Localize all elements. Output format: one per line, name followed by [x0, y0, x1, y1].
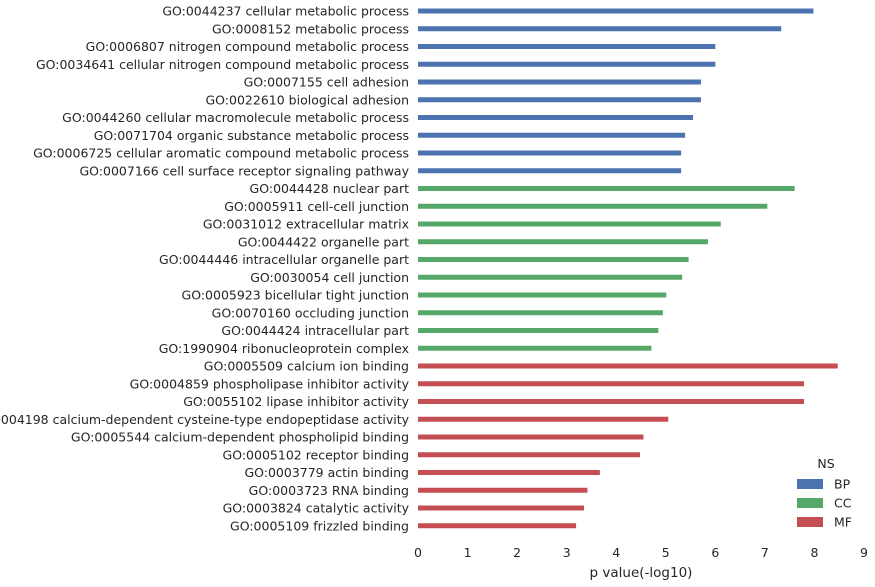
- category-label: GO:0007166 cell surface receptor signali…: [79, 163, 409, 178]
- bar: [418, 150, 682, 156]
- category-label: GO:0005509 calcium ion binding: [204, 359, 409, 374]
- bar: [418, 115, 694, 120]
- category-labels: GO:0044237 cellular metabolic process GO:…: [0, 4, 410, 534]
- bar: [418, 416, 669, 422]
- category-label: GO:0034641 cellular nitrogen compound me…: [36, 57, 409, 72]
- bar: [418, 381, 805, 387]
- category-label: GO:0044446 intracellular organelle part: [159, 252, 409, 267]
- category-label: GO:0044428 nuclear part: [250, 181, 410, 196]
- bar: [418, 523, 577, 529]
- category-label: GO:0005102 receptor binding: [223, 447, 409, 462]
- bar: [418, 97, 701, 103]
- x-tick-label: 2: [513, 545, 521, 560]
- bar: [418, 44, 716, 49]
- bar: [418, 328, 659, 333]
- x-tick-label: 0: [414, 545, 422, 560]
- bar: [418, 221, 721, 227]
- category-label: GO:0022610 biological adhesion: [206, 92, 410, 107]
- category-label: GO:0004198 calcium-dependent cysteine-ty…: [0, 412, 410, 427]
- bar: [418, 61, 716, 67]
- category-label: GO:0004859 phospholipase inhibitor activ…: [130, 376, 410, 391]
- bar: [418, 363, 838, 369]
- x-tick-label: 9: [860, 545, 868, 560]
- category-label: GO:0070160 occluding junction: [212, 305, 409, 320]
- category-label: GO:0006725 cellular aromatic compound me…: [33, 146, 409, 161]
- category-label: GO:0003779 actin binding: [244, 465, 409, 480]
- bar: [418, 470, 600, 475]
- x-tick-label: 6: [711, 545, 719, 560]
- x-tick-label: 3: [563, 545, 571, 560]
- x-tick-label: 4: [612, 545, 620, 560]
- bar: [418, 487, 588, 493]
- category-label: GO:0005911 cell-cell junction: [224, 199, 409, 214]
- x-tick-label: 7: [761, 545, 769, 560]
- bar: [418, 399, 805, 404]
- x-tick-label: 5: [662, 545, 670, 560]
- bar: [418, 505, 585, 511]
- category-label: GO:0003723 RNA binding: [249, 483, 409, 498]
- bar: [418, 345, 652, 351]
- legend-title: NS: [817, 456, 834, 471]
- category-label: GO:0003824 catalytic activity: [223, 501, 410, 516]
- category-label: GO:0031012 extracellular matrix: [203, 217, 409, 232]
- x-tick-label: 1: [464, 545, 472, 560]
- category-label: GO:0044422 organelle part: [238, 234, 409, 249]
- legend-swatch: [797, 517, 823, 527]
- bar: [418, 274, 683, 280]
- bar: [418, 310, 663, 316]
- legend-entry: CC: [834, 496, 852, 511]
- category-label: GO:0044237 cellular metabolic process: [162, 4, 409, 19]
- category-label: GO:0044260 cellular macromolecule metabo…: [62, 110, 409, 125]
- category-label: GO:0007155 cell adhesion: [244, 75, 409, 90]
- category-label: GO:0005923 bicellular tight junction: [182, 288, 409, 303]
- legend-entry: MF: [834, 515, 852, 530]
- legend: NS BP CC MF: [797, 456, 852, 530]
- x-axis-ticks: 0 1 2 3 4 5 6 7 8 9: [414, 545, 868, 560]
- bar: [418, 186, 795, 191]
- x-tick-label: 8: [810, 545, 818, 560]
- category-label: GO:0008152 metabolic process: [212, 21, 409, 36]
- category-label: GO:0055102 lipase inhibitor activity: [183, 394, 409, 409]
- bar: [418, 203, 768, 209]
- bar: [418, 239, 708, 245]
- x-axis-label: p value(-log10): [590, 565, 693, 581]
- category-label: GO:0071704 organic substance metabolic p…: [94, 128, 409, 143]
- category-label: GO:1990904 ribonucleoprotein complex: [159, 341, 409, 356]
- category-label: GO:0005109 frizzled binding: [230, 518, 409, 533]
- category-label: GO:0005544 calcium-dependent phospholipi…: [71, 430, 409, 445]
- bar: [418, 168, 682, 174]
- category-label: GO:0044424 intracellular part: [221, 323, 409, 338]
- bar: [418, 79, 701, 85]
- bar: [418, 292, 667, 298]
- legend-swatch: [797, 498, 823, 508]
- bar: [418, 452, 641, 458]
- bar: [418, 8, 814, 14]
- bar: [418, 26, 782, 32]
- category-label: GO:0006807 nitrogen compound metabolic p…: [86, 39, 409, 54]
- bar: [418, 257, 689, 262]
- bars-layer: [418, 8, 838, 529]
- legend-entry: BP: [834, 477, 851, 492]
- category-label: GO:0030054 cell junction: [250, 270, 409, 285]
- bar: [418, 132, 686, 138]
- bar: [418, 434, 644, 440]
- legend-swatch: [797, 479, 823, 489]
